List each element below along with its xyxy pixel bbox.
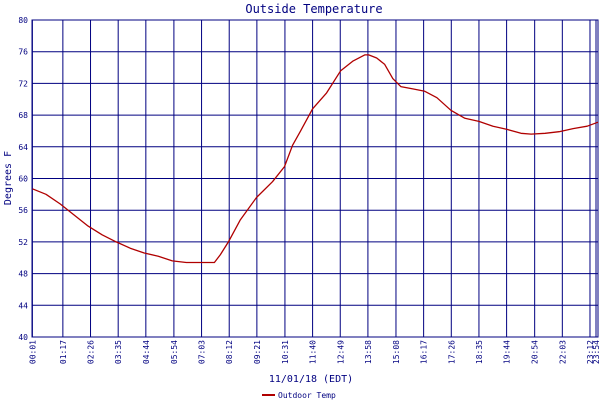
x-tick-label: 13:58: [364, 340, 373, 364]
x-tick-label: 17:26: [447, 340, 456, 364]
x-tick-label: 16:17: [420, 340, 429, 364]
x-tick-label: 20:54: [531, 340, 540, 364]
y-tick-label: 68: [18, 111, 28, 120]
y-tick-label: 44: [18, 301, 28, 310]
y-tick-label: 40: [18, 333, 28, 342]
grid: [31, 19, 599, 338]
x-tick-label: 19:44: [503, 340, 512, 364]
series-line-outdoor-temp: [32, 54, 599, 264]
x-tick-label: 22:03: [558, 340, 567, 364]
y-tick-label: 64: [18, 143, 28, 152]
legend: Outdoor Temp: [262, 391, 336, 400]
y-tick-label: 52: [18, 238, 28, 247]
x-tick-label: 01:17: [59, 340, 68, 364]
y-tick-label: 60: [18, 175, 28, 184]
x-tick-label: 00:01: [28, 340, 37, 364]
y-tick-label: 80: [18, 16, 28, 25]
x-tick-label: 09:21: [253, 340, 262, 364]
legend-label: Outdoor Temp: [278, 391, 336, 400]
x-axis-tick-labels: 00:01 01:17 02:26 03:35 04:44 05:54 07:03 08:12…: [28, 340, 600, 364]
y-tick-label: 56: [18, 206, 28, 215]
x-tick-label: 18:35: [475, 340, 484, 364]
x-tick-label: 02:26: [87, 340, 96, 364]
x-tick-label: 12:49: [336, 340, 345, 364]
x-tick-label: 10:31: [281, 340, 290, 364]
chart-title: Outside Temperature: [245, 2, 382, 16]
x-tick-label: 05:54: [170, 340, 179, 364]
x-axis-label: 11/01/18 (EDT): [269, 374, 353, 385]
y-axis-tick-labels: 40 44 48 52 56 60 64 68 72 76 80: [18, 16, 28, 342]
x-tick-label: 07:03: [198, 340, 207, 364]
x-tick-label: 11:40: [309, 340, 318, 364]
x-tick-label: 03:35: [114, 340, 123, 364]
plot-lines: [32, 54, 599, 264]
y-tick-label: 76: [18, 48, 28, 57]
y-axis-label: Degrees F: [3, 151, 14, 205]
y-tick-label: 48: [18, 270, 28, 279]
x-tick-label: 08:12: [225, 340, 234, 364]
x-tick-label: 04:44: [142, 340, 151, 364]
y-tick-label: 72: [18, 79, 28, 88]
x-tick-label: 23:54: [592, 340, 600, 364]
x-tick-label: 23:12: [586, 340, 595, 364]
x-tick-label: 15:08: [392, 340, 401, 364]
